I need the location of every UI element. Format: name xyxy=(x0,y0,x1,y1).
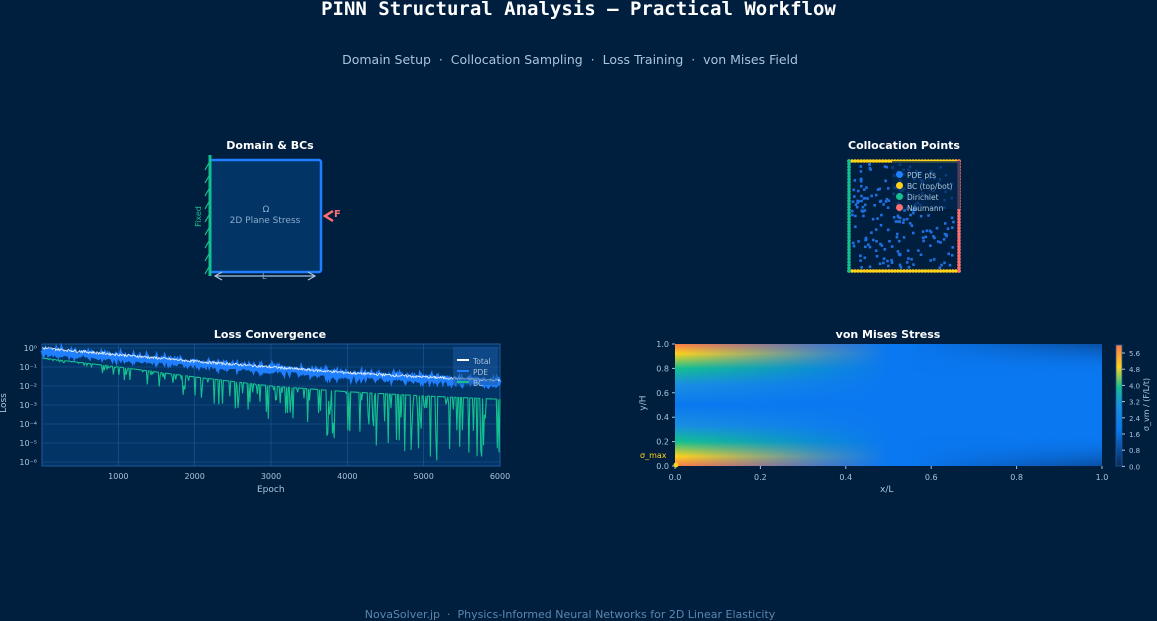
fixed-label: Fixed xyxy=(193,206,203,227)
sigma-max-annotation: σ_max xyxy=(640,451,667,460)
legend-pde: PDE xyxy=(473,368,489,377)
svg-text:10⁻³: 10⁻³ xyxy=(19,401,37,410)
svg-text:0.8: 0.8 xyxy=(1129,447,1140,455)
colorbar-label: σ_vm / (F/L/t) xyxy=(1142,377,1152,432)
svg-text:6000: 6000 xyxy=(490,472,510,481)
svg-text:0.0: 0.0 xyxy=(656,462,669,471)
svg-text:0.2: 0.2 xyxy=(656,438,669,447)
length-label: L xyxy=(262,272,267,281)
legend-item-neumann: Neumann xyxy=(896,196,943,215)
svg-text:0.2: 0.2 xyxy=(754,473,767,482)
svg-text:1.6: 1.6 xyxy=(1129,431,1141,439)
collocation-plot xyxy=(845,157,965,275)
svg-text:5000: 5000 xyxy=(413,472,433,481)
domain-label: 2D Plane Stress xyxy=(229,216,301,226)
svg-text:1.0: 1.0 xyxy=(1096,473,1109,482)
svg-text:0.4: 0.4 xyxy=(656,413,669,422)
legend-item-bc: BC (top/bot) xyxy=(896,174,953,193)
svg-text:3000: 3000 xyxy=(261,472,281,481)
page-subtitle: Domain Setup · Collocation Sampling · Lo… xyxy=(342,52,798,67)
svg-text:5.6: 5.6 xyxy=(1129,350,1141,358)
loss-chart-title: Loss Convergence xyxy=(213,328,327,341)
svg-text:2.4: 2.4 xyxy=(1129,415,1141,423)
legend-item-pde: PDE pts xyxy=(896,163,936,182)
omega-label: Ω xyxy=(262,205,270,215)
loss-legend: Total PDE BC xyxy=(453,347,498,388)
loss-xlabel: Epoch xyxy=(257,485,285,495)
footer-text: NovaSolver.jp · Physics-Informed Neural … xyxy=(364,608,776,621)
svg-text:0.0: 0.0 xyxy=(669,473,682,482)
loss-chart: 10⁰ 10⁻¹ 10⁻² 10⁻³ 10⁻⁴ 10⁻⁵ 10⁻⁶ 1000 2000 3000 4… xyxy=(0,340,520,500)
svg-text:4000: 4000 xyxy=(337,472,357,481)
force-label: F xyxy=(334,209,341,220)
svg-text:4.0: 4.0 xyxy=(1129,382,1140,390)
collocation-panel-title: Collocation Points xyxy=(848,139,960,152)
svg-text:0.6: 0.6 xyxy=(656,389,669,398)
svg-text:0.8: 0.8 xyxy=(656,364,669,373)
domain-diagram xyxy=(195,150,355,285)
vm-chart-title: von Mises Stress xyxy=(835,328,941,341)
svg-text:10⁻⁵: 10⁻⁵ xyxy=(19,439,37,448)
svg-text:0.4: 0.4 xyxy=(839,473,852,482)
svg-text:10⁻⁴: 10⁻⁴ xyxy=(19,420,37,429)
legend-total: Total xyxy=(473,357,491,366)
svg-text:0.8: 0.8 xyxy=(1010,473,1023,482)
vm-xlabel: x/L xyxy=(880,485,894,495)
svg-text:10⁻²: 10⁻² xyxy=(19,382,37,391)
svg-text:1000: 1000 xyxy=(108,472,128,481)
vm-ylabel: y/H xyxy=(638,395,649,411)
svg-text:0.0: 0.0 xyxy=(1129,463,1140,471)
loss-ylabel: Loss xyxy=(0,393,9,413)
collocation-legend: PDE pts BC (top/bot) Dirichlet Neumann xyxy=(892,161,960,213)
domain-panel-title: Domain & BCs xyxy=(226,139,314,152)
vm-heatmap: 1.0 0.8 0.6 0.4 0.2 0.0 0.0 0.2 0.4 0.6 0.8 1.0 5.6 4… xyxy=(630,335,1157,500)
legend-item-dirichlet: Dirichlet xyxy=(896,185,939,204)
svg-text:10⁻⁶: 10⁻⁶ xyxy=(19,458,37,467)
svg-text:4.8: 4.8 xyxy=(1129,366,1140,374)
svg-text:0.6: 0.6 xyxy=(925,473,938,482)
svg-text:1.0: 1.0 xyxy=(656,340,669,349)
svg-text:10⁰: 10⁰ xyxy=(24,344,37,353)
svg-text:2000: 2000 xyxy=(184,472,204,481)
legend-bc: BC xyxy=(473,379,484,388)
svg-text:10⁻¹: 10⁻¹ xyxy=(19,363,37,372)
page-title: PINN Structural Analysis — Practical Wor… xyxy=(321,0,836,20)
svg-text:3.2: 3.2 xyxy=(1129,399,1140,407)
